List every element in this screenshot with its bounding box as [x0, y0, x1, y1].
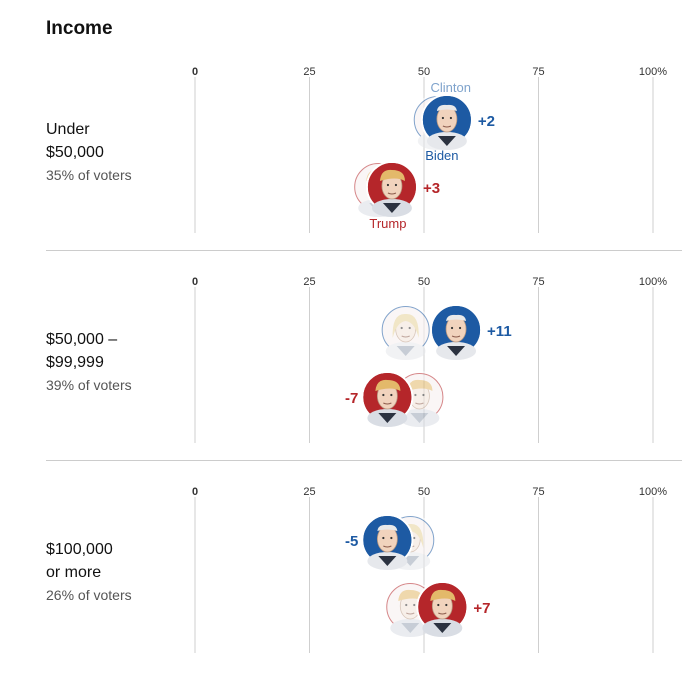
dem-change-label: +2	[478, 113, 495, 130]
group-separator	[46, 250, 682, 251]
portrait-eye	[437, 603, 440, 607]
portrait-tie	[437, 136, 456, 146]
portrait-eye	[408, 326, 411, 330]
portrait-hair	[430, 589, 456, 601]
rep-change-label: +3	[423, 180, 440, 197]
portrait-eye	[413, 536, 416, 540]
tick-label: 50	[418, 276, 430, 288]
portrait-hair	[436, 104, 457, 111]
tick-label: 75	[532, 66, 544, 78]
portrait-eye	[382, 393, 385, 397]
portrait-eye	[405, 603, 408, 607]
rep-change-label: +7	[473, 600, 490, 617]
tick-label: 75	[532, 486, 544, 498]
portrait-mouth	[383, 402, 392, 405]
portrait-eye	[441, 116, 444, 120]
group-name-line1: $50,000 –	[46, 331, 118, 348]
portrait-hair	[398, 589, 424, 601]
portrait-eye	[400, 326, 403, 330]
portrait-tie	[378, 556, 397, 566]
trump-marker	[361, 371, 414, 427]
portrait-hair	[377, 524, 398, 531]
trump-marker	[365, 161, 418, 217]
portrait-eye	[445, 603, 448, 607]
biden-marker	[430, 304, 483, 360]
group-share: 26% of voters	[46, 587, 132, 603]
portrait-tie	[447, 346, 466, 356]
group-share: 39% of voters	[46, 377, 132, 393]
portrait-eye	[450, 326, 454, 330]
portrait-tie	[396, 346, 415, 356]
tick-label: 50	[418, 66, 430, 78]
portrait-hair	[446, 314, 467, 321]
portrait-mouth	[383, 545, 392, 548]
legend-biden: Biden	[425, 148, 458, 163]
portrait-tie	[410, 413, 429, 423]
tick-label: 25	[303, 486, 315, 498]
portrait-eye	[413, 603, 416, 607]
income-group-under-50k: Under $50,000 35% of voters	[0, 55, 700, 265]
portrait-hair	[375, 379, 401, 391]
legend-trump: Trump	[369, 216, 406, 231]
portrait-mouth	[442, 125, 452, 128]
portrait-tie	[401, 623, 420, 633]
tick-label: 100%	[639, 486, 667, 498]
portrait-hair	[392, 313, 419, 338]
tick-label: 25	[303, 66, 315, 78]
tick-label: 0	[192, 486, 198, 498]
group-name-line2: $50,000	[46, 144, 104, 161]
portrait-mouth	[387, 192, 397, 195]
portrait-mouth	[415, 402, 424, 405]
portrait-eye	[394, 183, 398, 187]
dot-plot: 0 25 50 75 100% +2 +3 Clinton Biden Trump 0 25 50 75 1…	[192, 66, 667, 653]
portrait-eye	[390, 393, 393, 397]
portrait-mouth	[451, 335, 461, 338]
tick-label: 0	[192, 276, 198, 288]
biden-marker	[420, 94, 473, 150]
portrait-tie	[378, 413, 397, 423]
income-group-over-100k: $100,000 or more 26% of voters	[0, 475, 700, 685]
group-name-line2: or more	[46, 564, 102, 581]
biden-marker	[361, 514, 414, 570]
portrait-eye	[414, 393, 417, 397]
tick-label: 100%	[639, 66, 667, 78]
income-group-50k-100k: $50,000 – $99,999 39% of voters	[0, 265, 700, 475]
rep-change-label: -7	[345, 390, 358, 407]
portrait-eye	[382, 536, 385, 540]
portrait-mouth	[438, 612, 447, 615]
portrait-hair	[379, 169, 405, 181]
tick-label: 100%	[639, 276, 667, 288]
clinton-marker	[379, 304, 432, 360]
portrait-tie	[382, 203, 401, 213]
portrait-mouth	[406, 612, 415, 615]
chart-title: Income	[46, 18, 113, 39]
tick-label: 25	[303, 276, 315, 288]
portrait-eye	[458, 326, 462, 330]
tick-label: 75	[532, 276, 544, 288]
dem-change-label: -5	[345, 533, 358, 550]
tick-label: 0	[192, 66, 198, 78]
dem-change-label: +11	[487, 323, 512, 340]
portrait-eye	[449, 116, 452, 120]
portrait-eye	[422, 393, 425, 397]
portrait-tie	[433, 623, 452, 633]
portrait-eye	[390, 536, 393, 540]
group-separator	[46, 460, 682, 461]
legend-clinton: Clinton	[431, 80, 471, 95]
group-name-line1: Under	[46, 121, 90, 138]
trump-marker	[416, 581, 469, 637]
group-name-line2: $99,999	[46, 354, 104, 371]
portrait-mouth	[401, 335, 410, 338]
portrait-hair	[407, 379, 433, 391]
portrait-eye	[386, 183, 390, 187]
group-share: 35% of voters	[46, 167, 132, 183]
group-name-line1: $100,000	[46, 541, 113, 558]
tick-label: 50	[418, 486, 430, 498]
